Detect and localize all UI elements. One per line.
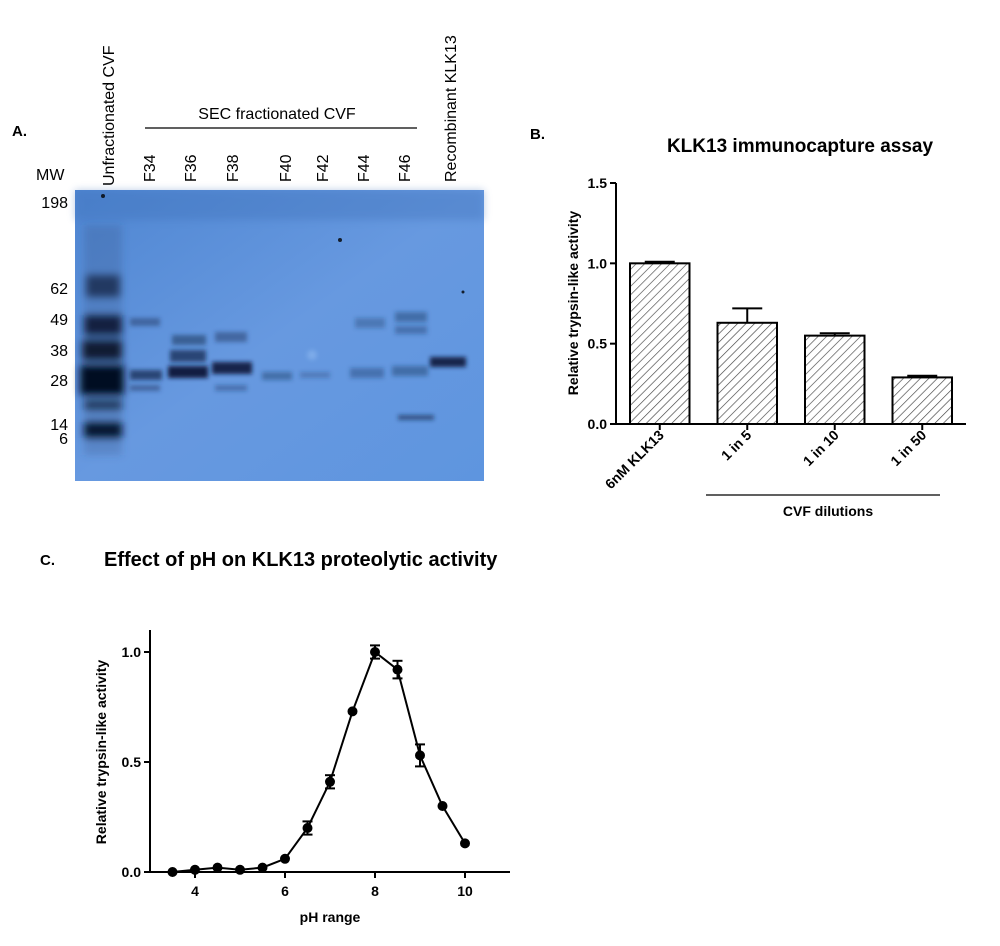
- western-blot-panel: A. MW 198 62 49 38 28 14 6 Unfractionate…: [12, 35, 484, 481]
- bar: [891, 376, 953, 426]
- mw-header: MW: [36, 167, 65, 184]
- data-point: [280, 853, 290, 864]
- bar-y-tick-label: 0.0: [588, 416, 608, 432]
- data-point: [212, 862, 223, 873]
- bar: [716, 321, 778, 425]
- data-point: [415, 750, 425, 761]
- bar-chart-panel: B. KLK13 immunocapture assay Relative tr…: [530, 126, 966, 519]
- line-chart-ylabel: Relative trypsin-like activity: [93, 660, 109, 845]
- sec-group-label: SEC fractionated CVF: [198, 106, 356, 123]
- blot-background: [75, 190, 484, 481]
- bar-y-tick-label: 0.5: [588, 336, 608, 352]
- fraction-label-f34: F34: [142, 154, 159, 182]
- line-chart-series: [167, 644, 470, 877]
- bar-chart-ylabel: Relative trypsin-like activity: [565, 211, 581, 396]
- bar: [629, 262, 691, 426]
- mw-marker-49: 49: [50, 312, 68, 329]
- panel-c-letter: C.: [40, 552, 55, 569]
- line-chart-title: Effect of pH on KLK13 proteolytic activi…: [104, 549, 498, 571]
- bar-y-tick-label: 1.0: [588, 255, 608, 271]
- bar-category-label: 6nM KLK13: [602, 427, 667, 492]
- bar-chart-title: KLK13 immunocapture assay: [667, 136, 934, 157]
- bar-chart-xlabel: CVF dilutions: [783, 503, 873, 519]
- fraction-label-f40: F40: [278, 154, 295, 182]
- line-chart-x-ticks: 4 6 8 10: [191, 872, 473, 899]
- line-chart-xlabel: pH range: [300, 909, 361, 925]
- marker-lane-bands: [80, 225, 124, 455]
- blot-image: [75, 190, 484, 481]
- line-x-tick-label: 10: [457, 883, 473, 899]
- bar-category-label: 1 in 50: [887, 427, 929, 469]
- bar-category-label: 1 in 5: [718, 427, 755, 464]
- fraction-lane-bands: [130, 312, 466, 420]
- fraction-label-f42: F42: [315, 154, 332, 182]
- data-point: [392, 664, 403, 675]
- line-chart-panel: C. Effect of pH on KLK13 proteolytic act…: [40, 549, 510, 925]
- data-point: [370, 647, 380, 657]
- panel-b-letter: B.: [530, 126, 545, 143]
- mw-marker-28: 28: [50, 373, 68, 390]
- data-point: [302, 823, 313, 833]
- bar-chart-y-ticks: 0.0 0.5 1.0 1.5: [588, 175, 616, 432]
- data-point: [257, 862, 268, 873]
- line-x-tick-label: 6: [281, 883, 289, 899]
- fraction-label-f44: F44: [356, 154, 373, 182]
- data-point: [347, 706, 358, 717]
- data-point: [437, 801, 448, 811]
- mw-marker-14: 14: [50, 417, 68, 434]
- fraction-label-f46: F46: [397, 154, 414, 182]
- panel-a-letter: A.: [12, 123, 27, 140]
- mw-marker-198: 198: [41, 195, 68, 212]
- bar-y-tick-label: 1.5: [588, 175, 608, 191]
- line-y-tick-label: 0.0: [122, 864, 142, 880]
- data-point: [167, 867, 178, 877]
- mw-marker-62: 62: [50, 281, 68, 298]
- bar: [804, 334, 866, 425]
- line-chart-y-ticks: 0.0 0.5 1.0: [122, 644, 150, 880]
- lane-label-recombinant: Recombinant KLK13: [443, 35, 460, 182]
- fraction-label-f38: F38: [225, 154, 242, 182]
- line-y-tick-label: 1.0: [122, 644, 142, 660]
- bar-chart-category-labels: 6nM KLK13 1 in 5 1 in 10 1 in 50: [602, 424, 930, 492]
- data-point: [235, 864, 245, 875]
- mw-marker-38: 38: [50, 343, 68, 360]
- line-y-tick-label: 0.5: [122, 754, 142, 770]
- ph-activity-line: [172, 650, 466, 873]
- data-point: [190, 864, 200, 875]
- data-point: [460, 838, 470, 849]
- mw-marker-6: 6: [59, 431, 68, 448]
- bar-chart-bars: [629, 260, 953, 426]
- line-x-tick-label: 4: [191, 883, 199, 899]
- lane-label-unfractionated: Unfractionated CVF: [101, 45, 118, 186]
- line-x-tick-label: 8: [371, 883, 379, 899]
- bar-category-label: 1 in 10: [800, 427, 842, 469]
- data-point: [325, 776, 335, 787]
- fraction-label-f36: F36: [183, 154, 200, 182]
